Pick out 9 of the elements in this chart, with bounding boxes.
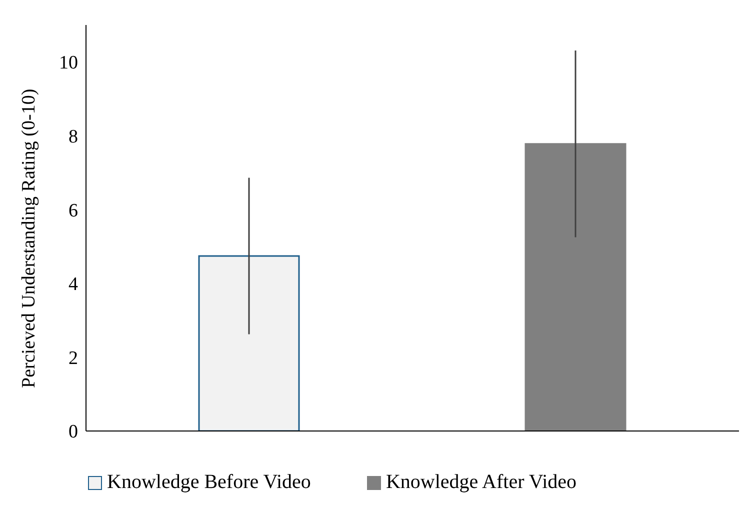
y-tick-label: 6	[68, 200, 78, 222]
y-tick-label: 0	[68, 422, 78, 443]
y-tick-label: 8	[68, 126, 78, 148]
legend-label: Knowledge After Video	[386, 471, 577, 494]
legend-label: Knowledge Before Video	[107, 471, 311, 494]
y-tick-label: 10	[59, 52, 78, 74]
y-tick-label: 4	[68, 274, 78, 296]
y-axis-title: Percieved Understanding Rating (0-10)	[18, 88, 40, 388]
y-tick-label: 2	[68, 348, 78, 369]
